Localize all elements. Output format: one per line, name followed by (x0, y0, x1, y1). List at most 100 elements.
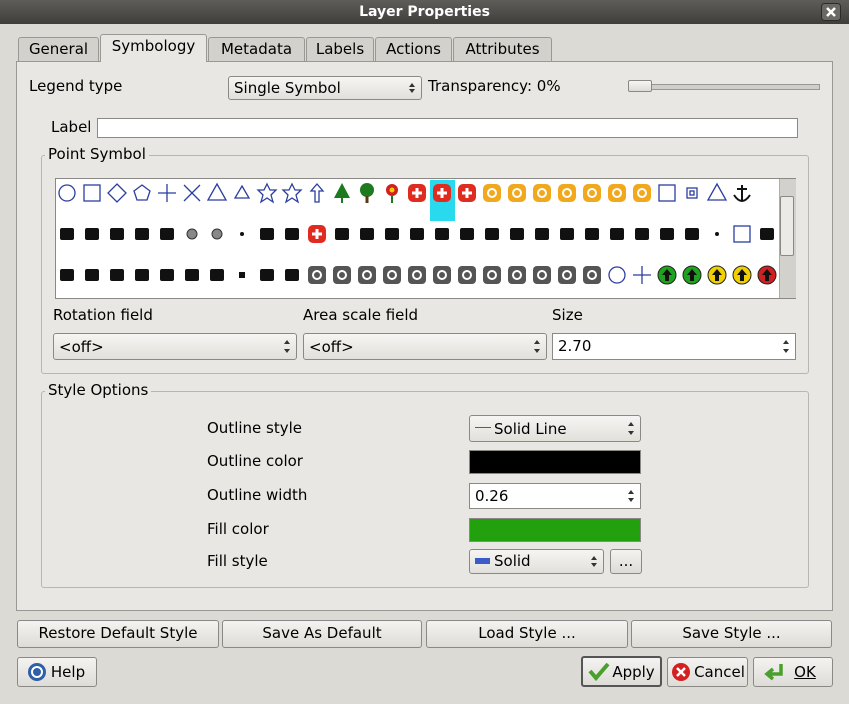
fill-style-combo[interactable]: Solid (469, 549, 604, 574)
symbol-shape (533, 184, 551, 202)
more-button[interactable]: ... (610, 549, 642, 574)
tab[interactable]: Attributes (453, 37, 552, 61)
symbol-shape (58, 184, 76, 202)
area-scale-label: Area scale field (303, 306, 419, 324)
symbol-shape (256, 182, 278, 204)
tab[interactable]: Labels (306, 37, 374, 61)
ok-icon (764, 664, 783, 681)
symbol-shape (211, 228, 223, 240)
symbol-shape (260, 269, 274, 281)
symbol-shape (410, 228, 424, 240)
transparency-slider[interactable] (628, 84, 820, 90)
symbol-shape (412, 188, 422, 198)
save-style-button[interactable]: Save Style ... (631, 620, 832, 648)
symbol-shape (460, 228, 474, 240)
symbol-shape (562, 188, 572, 198)
label-input[interactable] (97, 118, 798, 138)
outline-width-spin[interactable]: 0.26 (469, 483, 641, 509)
symbol-shape (686, 187, 698, 199)
symbol-shape (337, 270, 347, 280)
symbol-shape (689, 190, 695, 196)
symbol-shape (458, 266, 476, 284)
symbol-shape (512, 270, 522, 280)
fill-color-button[interactable] (469, 518, 641, 542)
symbol-shape (660, 228, 674, 240)
symbol-shape (60, 228, 74, 240)
outline-color-label: Outline color (207, 452, 303, 470)
area-scale-combo[interactable]: <off> (303, 333, 547, 360)
symbol-shape (334, 183, 350, 203)
rotation-field-label: Rotation field (53, 306, 153, 324)
symbol-shape (535, 228, 549, 240)
symbol-shape (608, 184, 626, 202)
symbol-shape (412, 270, 422, 280)
symbol-shape (462, 270, 472, 280)
symbol-shape (360, 183, 374, 197)
symbol-shape (362, 270, 372, 280)
symbol-shape (437, 188, 447, 198)
legend-type-combo[interactable]: Single Symbol (228, 76, 422, 100)
save-default-button[interactable]: Save As Default (222, 620, 422, 648)
ok-button[interactable]: OK (753, 657, 833, 687)
symbol-shape (658, 184, 676, 202)
fill-color-label: Fill color (207, 520, 269, 538)
symbol-shape (308, 266, 326, 284)
symbol-shape (733, 185, 751, 202)
scroll-thumb[interactable] (780, 196, 794, 256)
outline-style-combo[interactable]: Solid Line (469, 415, 641, 442)
tab[interactable]: Actions (375, 37, 452, 61)
symbol-shape (610, 228, 624, 240)
symbol-grid (58, 180, 777, 285)
symbol-shape (360, 228, 374, 240)
apply-icon (588, 662, 610, 681)
symbol-shape (715, 232, 719, 236)
symbol-shape (437, 270, 447, 280)
symbol-shape (240, 232, 244, 236)
line-swatch (475, 427, 491, 428)
symbol-shape (135, 269, 149, 281)
symbol-shape (133, 184, 151, 201)
symbol-shape (585, 228, 599, 240)
symbol-shape (107, 183, 127, 203)
symbol-shape (158, 184, 176, 202)
symbol-shape (335, 228, 349, 240)
symbol-shape (365, 196, 369, 203)
size-spin[interactable]: 2.70 (552, 333, 796, 360)
close-button[interactable] (821, 3, 841, 21)
symbol-shape (60, 269, 74, 281)
symbol-shape (233, 184, 251, 199)
restore-default-button[interactable]: Restore Default Style (17, 620, 219, 648)
symbol-shape (183, 184, 201, 202)
symbol-shape (312, 229, 322, 239)
title-bar (0, 0, 849, 24)
tab[interactable]: General (18, 37, 99, 61)
symbol-shape (186, 228, 198, 240)
symbol-shape (239, 272, 245, 278)
symbol-shape (687, 269, 697, 281)
symbol-shape (260, 228, 274, 240)
outline-width-label: Outline width (207, 486, 308, 504)
tab[interactable]: Symbology (100, 34, 207, 62)
fill-style-label: Fill style (207, 552, 268, 570)
symbol-shape (385, 228, 399, 240)
symbol-shape (312, 270, 322, 280)
symbol-shape (285, 228, 299, 240)
symbol-shape (281, 182, 303, 204)
apply-button[interactable]: Apply (581, 656, 662, 687)
symbol-shape (712, 269, 722, 281)
slider-handle[interactable] (628, 80, 652, 92)
legend-type-label: Legend type (29, 77, 123, 95)
symbol-shape (612, 188, 622, 198)
symbol-shape (560, 228, 574, 240)
tab[interactable]: Metadata (208, 37, 305, 61)
symbol-shape (483, 184, 501, 202)
rotation-field-combo[interactable]: <off> (53, 333, 297, 360)
symbol-shape (662, 269, 672, 281)
load-style-button[interactable]: Load Style ... (426, 620, 628, 648)
symbol-shape (285, 269, 299, 281)
symbol-shape (608, 266, 626, 284)
outline-color-button[interactable] (469, 450, 641, 474)
symbol-shape (733, 225, 751, 243)
symbol-shape (85, 228, 99, 240)
